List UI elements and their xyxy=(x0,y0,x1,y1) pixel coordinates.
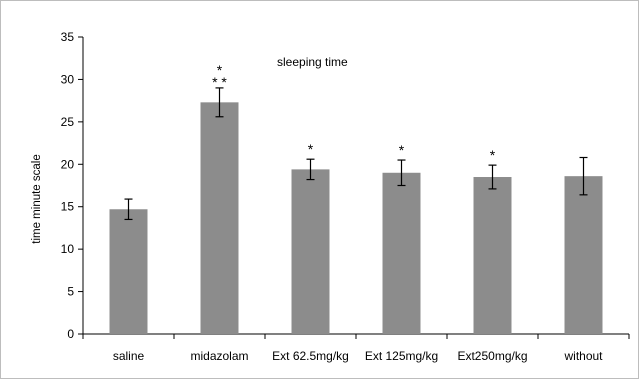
significance-mark: * xyxy=(399,142,405,158)
bar-5 xyxy=(473,177,512,334)
significance-mark: * xyxy=(308,141,314,157)
error-bars xyxy=(124,87,588,221)
significance-mark: * xyxy=(217,62,223,78)
significance-mark: * * xyxy=(212,74,227,90)
y-tick-label: 10 xyxy=(61,242,75,256)
x-tick-label: Ext 62.5mg/kg xyxy=(272,349,349,363)
bar-4 xyxy=(382,172,421,334)
x-labels: saline midazolam Ext 62.5mg/kg Ext 125mg/kg… xyxy=(113,349,603,363)
x-tick-label: midazolam xyxy=(190,349,248,363)
x-tick-label: without xyxy=(563,349,603,363)
y-tick-label: 35 xyxy=(61,30,75,44)
x-tick-label: Ext 125mg/kg xyxy=(365,349,438,363)
bar-1 xyxy=(109,209,148,334)
significance-marks: ** ** * * xyxy=(212,62,496,163)
chart-title: sleeping time xyxy=(277,55,348,69)
bar-6 xyxy=(564,176,603,334)
bar-2 xyxy=(200,102,239,334)
y-tick-label: 20 xyxy=(61,157,75,171)
y-tick-label: 30 xyxy=(61,72,75,86)
y-ticks: 0 5 10 15 20 25 30 35 xyxy=(61,30,83,341)
y-tick-label: 0 xyxy=(67,327,74,341)
y-axis-label: time minute scale xyxy=(31,154,43,243)
y-tick-label: 5 xyxy=(67,285,74,299)
bars xyxy=(109,102,603,334)
significance-mark: * xyxy=(490,147,496,163)
x-tick-label: saline xyxy=(113,349,145,363)
x-ticks xyxy=(82,334,630,339)
x-tick-label: Ext250mg/kg xyxy=(457,349,527,363)
bar-3 xyxy=(291,169,330,334)
y-tick-label: 25 xyxy=(61,115,75,129)
y-tick-label: 15 xyxy=(61,200,75,214)
